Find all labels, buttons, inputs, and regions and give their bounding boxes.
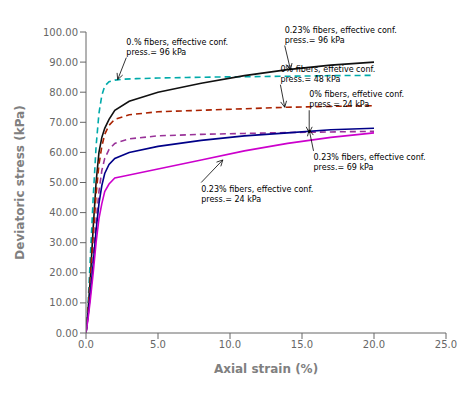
svg-text:5.0: 5.0: [150, 339, 166, 350]
svg-text:100.00: 100.00: [43, 27, 78, 38]
svg-text:0.% fibers, effective conf.pre: 0.% fibers, effective conf.press.= 96 kP…: [126, 38, 228, 57]
svg-text:25.0: 25.0: [435, 339, 457, 350]
svg-text:50.00: 50.00: [49, 177, 78, 188]
svg-text:60.00: 60.00: [49, 147, 78, 158]
svg-text:15.0: 15.0: [291, 339, 313, 350]
svg-text:0.23% fibers, effective conf.p: 0.23% fibers, effective conf.press.= 24 …: [201, 185, 313, 204]
svg-text:80.00: 80.00: [49, 87, 78, 98]
svg-text:Deviatoric stress (kPa): Deviatoric stress (kPa): [13, 105, 27, 259]
svg-text:20.00: 20.00: [49, 267, 78, 278]
svg-text:0.23% fibers, effective conf.p: 0.23% fibers, effective conf.press.= 69 …: [314, 153, 426, 172]
svg-text:Axial strain (%): Axial strain (%): [214, 362, 318, 376]
svg-text:0.0: 0.0: [78, 339, 94, 350]
svg-text:40.00: 40.00: [49, 207, 78, 218]
svg-text:0.00: 0.00: [56, 328, 78, 339]
svg-text:20.0: 20.0: [363, 339, 385, 350]
svg-text:30.00: 30.00: [49, 237, 78, 248]
svg-text:10.0: 10.0: [219, 339, 241, 350]
svg-text:90.00: 90.00: [49, 57, 78, 68]
svg-text:10.00: 10.00: [49, 297, 78, 308]
svg-text:0% fibers, effetive conf.press: 0% fibers, effetive conf.press.= 24 kPa: [309, 90, 404, 109]
svg-text:70.00: 70.00: [49, 117, 78, 128]
svg-text:0.23% fibers, effective conf.p: 0.23% fibers, effective conf.press.= 96 …: [285, 26, 397, 45]
svg-text:0% fibers, effetive conf.press: 0% fibers, effetive conf.press.= 48 kPa: [280, 65, 375, 84]
